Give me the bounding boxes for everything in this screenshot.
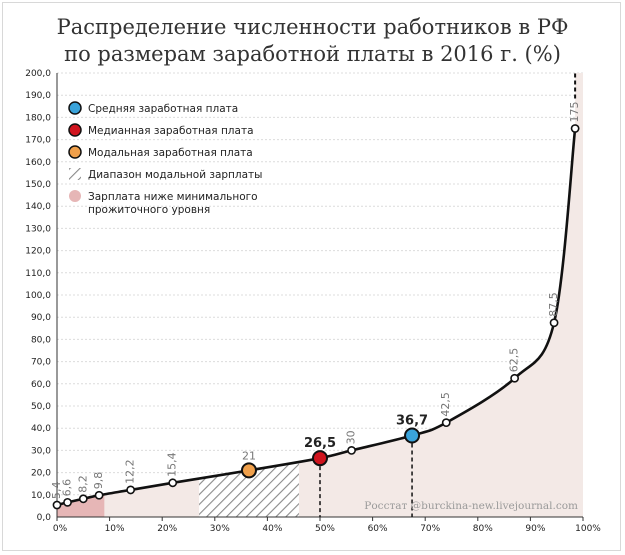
y-tick-label: 60,0 bbox=[31, 380, 51, 390]
data-label: 62,5 bbox=[508, 348, 521, 373]
data-label: 9,8 bbox=[92, 472, 105, 490]
data-point bbox=[441, 418, 451, 428]
y-tick-label: 140,0 bbox=[25, 202, 51, 212]
data-label: 6,6 bbox=[61, 479, 74, 497]
y-tick-label: 120,0 bbox=[25, 247, 51, 257]
data-label: 30 bbox=[345, 430, 358, 444]
x-tick-label: 60% bbox=[368, 524, 388, 534]
data-label: 87,5 bbox=[547, 292, 560, 317]
highlight-label: 26,5 bbox=[304, 436, 336, 451]
highlight-point bbox=[240, 462, 257, 479]
data-label: 15,4 bbox=[166, 452, 179, 477]
legend-marker bbox=[68, 145, 82, 159]
legend-marker-hatch bbox=[69, 168, 81, 180]
legend-label: Медианная заработная плата bbox=[88, 125, 254, 137]
x-tick-label: 0% bbox=[53, 524, 68, 534]
chart-frame bbox=[2, 2, 621, 551]
data-point bbox=[126, 485, 136, 495]
chart-title-line-1: Распределение численности работников в Р… bbox=[56, 15, 569, 39]
y-tick-label: 150,0 bbox=[25, 180, 51, 190]
y-tick-label: 100,0 bbox=[25, 291, 51, 301]
y-tick-label: 160,0 bbox=[25, 158, 51, 168]
data-labels: 5,46,6 8,2 9,8 12,2 15,4 30 42,5 62,5 87,5 175 36,… bbox=[50, 102, 581, 500]
legend-marker bbox=[69, 190, 81, 202]
x-tick-label: 100% bbox=[575, 524, 601, 534]
x-tick-label: 80% bbox=[473, 524, 493, 534]
y-tick-label: 0,0 bbox=[37, 513, 52, 523]
highlight-label: 36,7 bbox=[396, 414, 428, 429]
y-tick-label: 170,0 bbox=[25, 136, 51, 146]
data-point bbox=[510, 373, 520, 383]
data-label: 12,2 bbox=[124, 459, 137, 484]
legend-label: Зарплата ниже минимального bbox=[88, 191, 258, 203]
x-tick-label: 70% bbox=[420, 524, 440, 534]
legend-label: Средняя заработная плата bbox=[88, 103, 238, 115]
y-tick-label: 130,0 bbox=[25, 224, 51, 234]
data-point bbox=[52, 500, 62, 510]
x-tick-label: 10% bbox=[105, 524, 125, 534]
legend-marker bbox=[68, 101, 82, 115]
highlight-label: 21 bbox=[242, 449, 256, 462]
highlight-point bbox=[312, 450, 328, 467]
y-tick-label: 90,0 bbox=[31, 313, 51, 323]
axes: 0,0 10,0 20,0 30,0 40,0 50,0 60,0 70,0 80,0 90,0 1… bbox=[25, 69, 601, 534]
y-tick-label: 20,0 bbox=[31, 469, 51, 479]
y-tick-label: 50,0 bbox=[31, 402, 51, 412]
area-under-curve bbox=[57, 73, 583, 517]
data-point bbox=[168, 478, 178, 488]
x-tick-label: 40% bbox=[262, 524, 282, 534]
x-tick-label: 20% bbox=[157, 524, 177, 534]
chart-title: Распределение численности работников в Р… bbox=[0, 14, 625, 68]
data-point bbox=[78, 494, 88, 504]
legend-marker bbox=[68, 123, 82, 137]
y-tick-label: 190,0 bbox=[25, 91, 51, 101]
source-label: Росстат @burckina-new.livejournal.com bbox=[364, 500, 578, 512]
points-layer bbox=[52, 124, 580, 510]
legend-label: прожиточного уровня bbox=[88, 204, 210, 216]
y-tick-label: 80,0 bbox=[31, 335, 51, 345]
data-point bbox=[549, 318, 559, 328]
legend-label: Модальная заработная плата bbox=[88, 147, 253, 159]
data-label: 5,4 bbox=[50, 482, 63, 500]
data-label: 175 bbox=[568, 102, 581, 123]
y-tick-label: 10,0 bbox=[31, 491, 51, 501]
highlight-point bbox=[404, 427, 421, 444]
data-point bbox=[347, 445, 356, 455]
y-tick-label: 70,0 bbox=[31, 358, 51, 368]
y-tick-label: 200,0 bbox=[25, 69, 51, 79]
y-tick-label: 180,0 bbox=[25, 113, 51, 123]
data-label: 8,2 bbox=[76, 475, 89, 493]
data-point bbox=[94, 490, 104, 500]
y-tick-label: 40,0 bbox=[31, 424, 51, 434]
x-tick-label: 90% bbox=[525, 524, 545, 534]
x-tick-label: 30% bbox=[210, 524, 230, 534]
legend-label: Диапазон модальной зарплаты bbox=[88, 169, 262, 181]
data-point bbox=[63, 497, 72, 507]
below-minimum-region bbox=[57, 494, 105, 517]
data-label: 42,5 bbox=[439, 392, 452, 417]
legend: Средняя заработная плата Медианная зарабо… bbox=[68, 101, 262, 216]
chart-title-line-2: по размерам заработной платы в 2016 г. (… bbox=[64, 42, 561, 66]
drop-lines bbox=[319, 443, 413, 517]
data-point bbox=[570, 124, 580, 133]
source-note: Росстат @burckina-new.livejournal.com bbox=[364, 500, 578, 512]
y-tick-label: 110,0 bbox=[25, 269, 51, 279]
x-tick-label: 50% bbox=[315, 524, 335, 534]
y-tick-label: 30,0 bbox=[31, 446, 51, 456]
